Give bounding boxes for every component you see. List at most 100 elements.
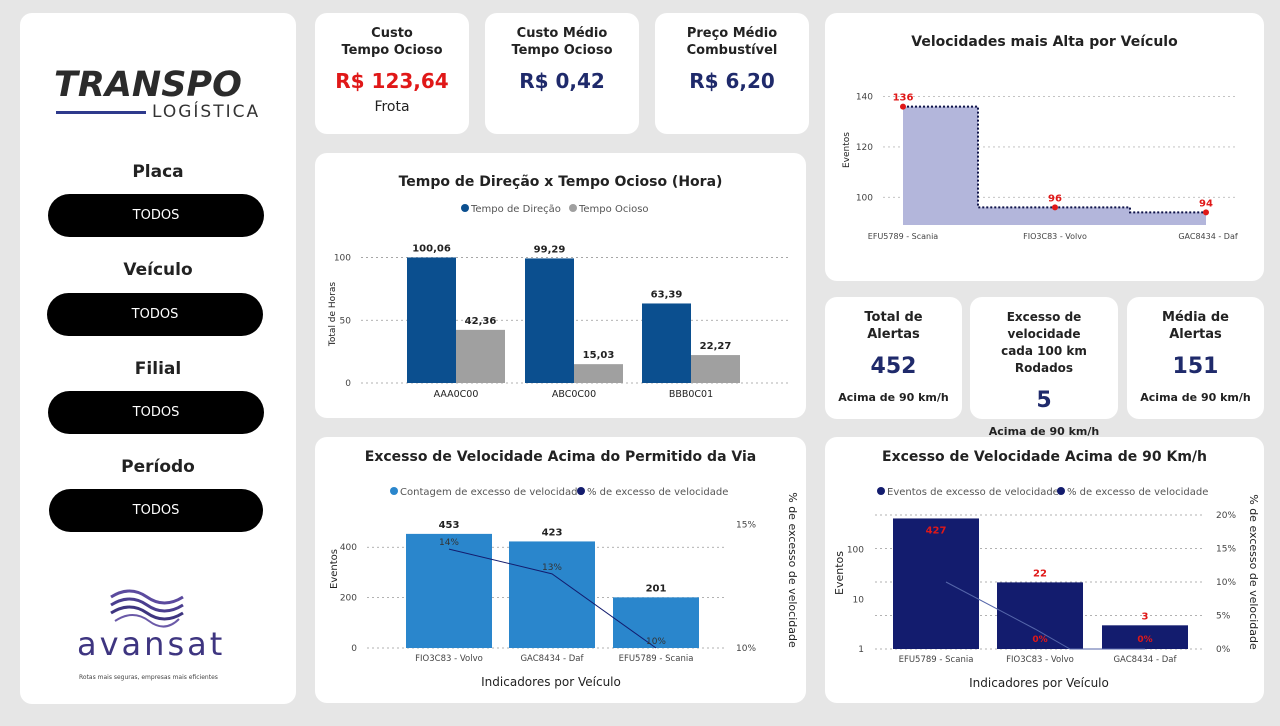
placa-dropdown[interactable]: TODOS bbox=[48, 194, 264, 237]
x-tick-label: BBB0C01 bbox=[669, 389, 713, 400]
data-label: 96 bbox=[1048, 193, 1062, 204]
chart-excesso-permitido-svg: Contagem de excesso de velocidade% de ex… bbox=[329, 487, 799, 689]
kpi-title-line2: Alertas bbox=[1169, 327, 1222, 342]
kpi-custo-medio-tempo-ocioso: Custo Médio Tempo Ocioso R$ 0,42 bbox=[485, 13, 639, 134]
kpi-sub: Frota bbox=[374, 99, 410, 115]
y-tick-label: 200 bbox=[340, 594, 357, 604]
chart-excesso-90kmh: Excesso de Velocidade Acima de 90 Km/h E… bbox=[825, 437, 1264, 703]
kpi-sub: Acima de 90 km/h bbox=[988, 425, 1100, 438]
kpi-title: Preço Médio Combustível bbox=[655, 25, 809, 59]
kpi-title: Excesso de velocidade cada 100 km Rodado… bbox=[970, 309, 1118, 377]
legend-label: Eventos de excesso de velocidade bbox=[887, 487, 1059, 498]
kpi-title-line2: Tempo Ocioso bbox=[511, 43, 613, 58]
y-tick-label: 140 bbox=[856, 93, 873, 103]
bar bbox=[574, 364, 623, 383]
avansat-wordmark: avansat bbox=[77, 625, 226, 663]
data-label: 22,27 bbox=[700, 341, 732, 352]
legend-marker bbox=[461, 204, 469, 212]
legend-label: Tempo de Direção bbox=[470, 204, 561, 215]
chart-tempo-direcao-ocioso-svg: Tempo de Direção Tempo Ocioso 0 50 100 Total … bbox=[328, 204, 790, 400]
bar bbox=[406, 533, 492, 648]
legend-marker bbox=[877, 487, 885, 495]
kpi-value: 151 bbox=[1172, 354, 1219, 379]
kpi-excesso-100km: Excesso de velocidade cada 100 km Rodado… bbox=[970, 297, 1118, 438]
avansat-wave-icon bbox=[110, 589, 184, 628]
filter-label-periodo: Período bbox=[121, 457, 195, 477]
x-tick-label: ABC0C00 bbox=[552, 389, 596, 400]
kpi-title-line1: Custo Médio bbox=[516, 26, 608, 41]
kpi-title-line1: Total de bbox=[864, 310, 923, 325]
periodo-dropdown[interactable]: TODOS bbox=[49, 489, 263, 532]
y-axis-label: Eventos bbox=[833, 551, 846, 595]
x-tick-label: GAC8434 - Daf bbox=[520, 654, 584, 664]
x-tick-label: GAC8434 - Daf bbox=[1178, 232, 1238, 241]
bar bbox=[997, 582, 1083, 649]
chart-velocidades-mais-alta: Velocidades mais Alta por Veículo 100 120… bbox=[825, 13, 1264, 281]
data-label: 427 bbox=[926, 525, 947, 536]
y-tick-label: 50 bbox=[340, 316, 352, 326]
kpi-value: 5 bbox=[1036, 388, 1052, 413]
y2-axis-label: % de excesso de velocidade bbox=[1247, 494, 1260, 650]
kpi-title-line2: Tempo Ocioso bbox=[341, 43, 443, 58]
y-tick-label: 100 bbox=[334, 254, 351, 264]
kpi-title-line1: Excesso de velocidade bbox=[1006, 310, 1082, 341]
x-tick-label: EFU5789 - Scania bbox=[619, 654, 694, 664]
x-tick-label: EFU5789 - Scania bbox=[868, 232, 939, 241]
kpi-title: Custo Médio Tempo Ocioso bbox=[485, 25, 639, 59]
y-tick-label: 0 bbox=[345, 379, 351, 389]
x-tick-label: AAA0C00 bbox=[434, 389, 479, 400]
kpi-title-line1: Média de bbox=[1162, 310, 1229, 325]
data-label: 94 bbox=[1199, 198, 1213, 209]
bar bbox=[456, 329, 505, 383]
data-point bbox=[1052, 204, 1058, 211]
y-axis-label: Total de Horas bbox=[328, 282, 338, 347]
legend-label: Contagem de excesso de velocidade bbox=[400, 487, 584, 498]
series-line bbox=[903, 105, 1206, 214]
y-tick-label: 1 bbox=[858, 645, 864, 655]
kpi-sub: Acima de 90 km/h bbox=[1140, 391, 1251, 404]
bar bbox=[1102, 625, 1188, 649]
data-point bbox=[1203, 209, 1209, 216]
legend-marker bbox=[1057, 487, 1065, 495]
line-data-label: 13% bbox=[542, 563, 562, 573]
chart-excesso-90kmh-svg: Eventos de excesso de velocidade % de exc… bbox=[833, 487, 1260, 690]
data-label: 423 bbox=[542, 527, 563, 538]
kpi-value: R$ 123,64 bbox=[335, 69, 449, 93]
y2-tick-label: 5% bbox=[1216, 612, 1231, 622]
kpi-title: Média de Alertas bbox=[1127, 309, 1264, 343]
line-data-label: 14% bbox=[439, 538, 459, 548]
chart-title: Velocidades mais Alta por Veículo bbox=[911, 34, 1178, 50]
veiculo-dropdown[interactable]: TODOS bbox=[47, 293, 263, 336]
kpi-preco-medio-combustivel: Preço Médio Combustível R$ 6,20 bbox=[655, 13, 809, 134]
y-axis-label: Eventos bbox=[329, 549, 340, 589]
kpi-title-line2: Combustível bbox=[686, 43, 778, 58]
filial-dropdown[interactable]: TODOS bbox=[48, 391, 264, 434]
y-tick-label: 10 bbox=[853, 595, 865, 605]
legend-marker bbox=[569, 204, 577, 212]
line-data-label: 10% bbox=[646, 637, 666, 647]
y-tick-label: 0 bbox=[351, 644, 357, 654]
filter-label-placa: Placa bbox=[132, 162, 184, 182]
legend-label: % de excesso de velocidade bbox=[1067, 487, 1208, 498]
y2-tick-label: 15% bbox=[1216, 545, 1236, 555]
y-axis-label: Eventos bbox=[842, 132, 852, 168]
logo-sub: LOGÍSTICA bbox=[152, 102, 261, 122]
kpi-title-line1: Custo bbox=[371, 26, 413, 41]
chart-excesso-permitido: Excesso de Velocidade Acima do Permitido… bbox=[315, 437, 806, 703]
avansat-logo: avansat Rotas mais seguras, empresas mai… bbox=[75, 583, 245, 683]
y-tick-label: 100 bbox=[847, 546, 864, 556]
bar bbox=[691, 355, 740, 383]
y-tick-label: 400 bbox=[340, 543, 357, 553]
y2-tick-label: 10% bbox=[736, 644, 756, 654]
x-tick-label: EFU5789 - Scania bbox=[899, 655, 974, 665]
kpi-title-line2: Alertas bbox=[867, 327, 920, 342]
bar bbox=[407, 257, 456, 383]
avansat-tagline: Rotas mais seguras, empresas mais eficie… bbox=[79, 674, 218, 681]
x-tick-label: FIO3C83 - Volvo bbox=[1006, 655, 1074, 665]
data-label: 100,06 bbox=[412, 243, 451, 254]
transpo-logo: TRANSPO LOGÍSTICA bbox=[54, 65, 284, 129]
y2-tick-label: 10% bbox=[1216, 578, 1236, 588]
data-label: 15,03 bbox=[583, 350, 615, 361]
kpi-title: Custo Tempo Ocioso bbox=[315, 25, 469, 59]
kpi-media-alertas: Média de Alertas 151 Acima de 90 km/h bbox=[1127, 297, 1264, 419]
